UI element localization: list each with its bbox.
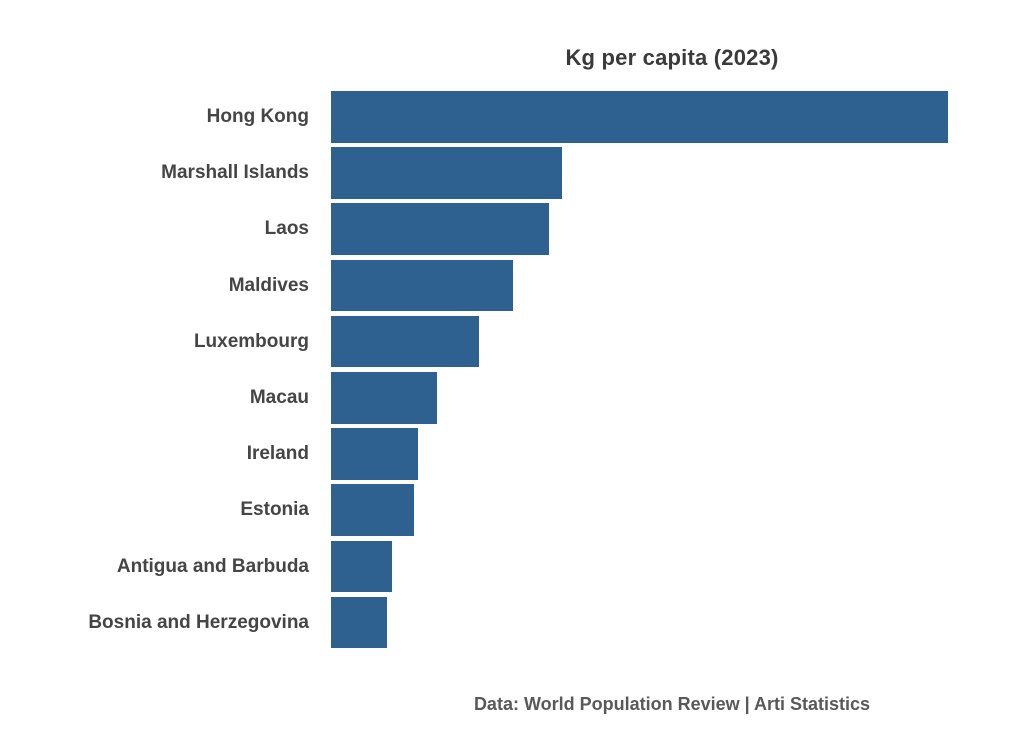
category-label-luxembourg: Luxembourg [193, 330, 309, 352]
bar-marshall-islands [331, 147, 562, 199]
bar-laos [331, 203, 549, 255]
bar-ireland [331, 428, 418, 480]
bar-estonia [331, 484, 415, 536]
category-label-hong-kong: Hong Kong [206, 106, 309, 127]
bar-row-laos: Laos [0, 203, 1024, 255]
bar-bosnia-and-herzegovina [331, 596, 388, 649]
bar-row-luxembourg: Luxembourg [0, 315, 1024, 368]
bar-row-marshall-islands: Marshall Islands [0, 147, 1024, 199]
bar-row-estonia: Estonia [0, 484, 1024, 536]
category-label-estonia: Estonia [240, 499, 309, 521]
bar-luxembourg [331, 315, 480, 368]
category-label-maldives: Maldives [228, 274, 309, 296]
category-label-ireland: Ireland [246, 443, 309, 465]
bar-macau [331, 372, 438, 424]
category-label-macau: Macau [249, 387, 309, 408]
bar-antigua-and-barbuda [331, 540, 393, 593]
bar-maldives [331, 259, 513, 312]
bar-row-antigua-and-barbuda: Antigua and Barbuda [0, 540, 1024, 593]
data-source-caption: Data: World Population Review | Arti Sta… [473, 694, 871, 714]
bar-row-hong-kong: Hong Kong [0, 91, 1024, 143]
bar-row-macau: Macau [0, 372, 1024, 424]
category-label-laos: Laos [264, 218, 309, 240]
bar-row-ireland: Ireland [0, 428, 1024, 480]
category-label-marshall-islands: Marshall Islands [161, 162, 309, 184]
chart-title: Kg per capita (2023) [565, 45, 779, 70]
category-label-antigua-and-barbuda: Antigua and Barbuda [116, 555, 309, 577]
bar-row-bosnia-and-herzegovina: Bosnia and Herzegovina [0, 596, 1024, 649]
bar-hong-kong [331, 91, 948, 143]
category-label-bosnia-and-herzegovina: Bosnia and Herzegovina [88, 611, 309, 633]
bar-row-maldives: Maldives [0, 259, 1024, 312]
